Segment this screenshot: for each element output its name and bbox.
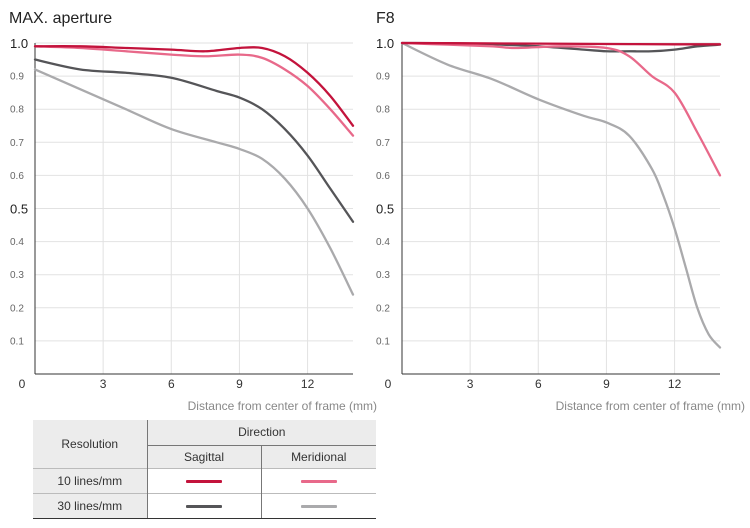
legend-row-label: 10 lines/mm [33, 467, 148, 493]
legend-table: Resolution Direction Sagittal Meridional… [33, 420, 376, 519]
line-swatch [186, 480, 222, 483]
legend-row-label: 30 lines/mm [33, 492, 148, 519]
series-line [33, 68, 355, 296]
y-tick-label: 0.4 [10, 237, 24, 248]
y-tick-label: 0.7 [376, 138, 390, 149]
x-tick-label: 3 [467, 377, 474, 391]
y-tick-label: 0.6 [10, 171, 24, 182]
x-tick-label: 9 [236, 377, 243, 391]
y-tick-label: 0.2 [10, 303, 24, 314]
x-axis-label: Distance from center of frame (mm) [556, 399, 745, 413]
chart-panel-f8: F8 1.0 0.9 0.8 0.7 0.6 0.5 0.4 0.3 0.2 0.1 0 3 6 9 12 Di… [376, 10, 745, 413]
y-tick-label: 0.1 [10, 336, 24, 347]
x-tick-label: 3 [100, 377, 107, 391]
x-tick-label: 9 [603, 377, 610, 391]
y-tick-label: 0.8 [10, 105, 24, 116]
y-tick-label: 0.4 [376, 237, 390, 248]
line-swatch [300, 480, 337, 483]
y-tick-label: 0.3 [10, 270, 24, 281]
series-line [33, 45, 355, 137]
series-line [33, 58, 355, 223]
line-swatch [186, 505, 222, 508]
y-tick-label: 0.7 [10, 138, 24, 149]
series-line [400, 41, 722, 177]
chart-title: F8 [376, 10, 395, 27]
x-tick-label: 0 [385, 377, 392, 391]
legend-swatch-30-sagittal [147, 492, 262, 519]
x-axis-label: Distance from center of frame (mm) [188, 399, 377, 413]
x-tick-label: 12 [668, 377, 682, 391]
series-line [400, 41, 722, 46]
y-tick-label: 0.1 [376, 336, 390, 347]
legend-swatch-10-sagittal [147, 467, 262, 493]
x-tick-label: 6 [168, 377, 175, 391]
direction-header: Direction [147, 420, 376, 446]
y-tick-label: 0.5 [10, 202, 28, 217]
y-tick-label: 0.6 [376, 171, 390, 182]
meridional-header: Meridional [291, 449, 347, 464]
mtf-charts: MAX. aperture 1.0 0.9 0.8 0.7 0.6 0.5 0.4 0.3 0.2… [9, 10, 745, 413]
y-tick-label: 0.9 [376, 72, 390, 83]
legend-swatch-10-meridional [261, 467, 376, 493]
y-tick-label: 0.9 [10, 72, 24, 83]
x-tick-label: 12 [301, 377, 315, 391]
y-tick-label: 0.2 [376, 303, 390, 314]
y-tick-label: 1.0 [10, 36, 28, 51]
resolution-header: Resolution [33, 420, 148, 468]
chart-title: MAX. aperture [9, 10, 112, 27]
x-tick-label: 6 [535, 377, 542, 391]
line-swatch [300, 505, 337, 508]
x-tick-label: 0 [19, 377, 26, 391]
y-tick-label: 0.8 [376, 105, 390, 116]
chart-panel-max-aperture: MAX. aperture 1.0 0.9 0.8 0.7 0.6 0.5 0.4 0.3 0.2… [9, 10, 377, 413]
y-tick-label: 1.0 [376, 36, 394, 51]
y-tick-label: 0.5 [376, 202, 394, 217]
sagittal-header: Sagittal [147, 445, 262, 468]
series-line [33, 45, 355, 127]
legend-swatch-30-meridional [261, 492, 376, 519]
series-line [400, 41, 722, 349]
y-tick-label: 0.3 [376, 270, 390, 281]
